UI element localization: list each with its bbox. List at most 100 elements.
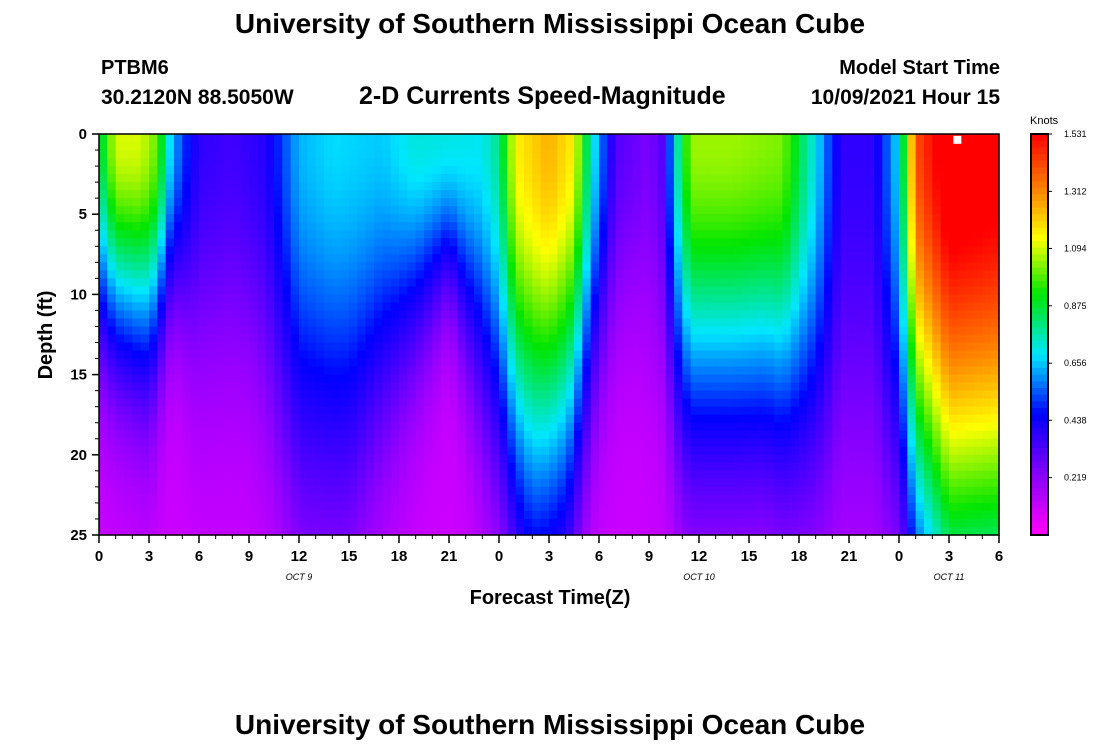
heatmap-cell xyxy=(349,446,358,456)
heatmap-cell xyxy=(890,270,900,279)
heatmap-cell xyxy=(165,518,175,528)
heatmap-cell xyxy=(590,462,600,472)
heatmap-cell xyxy=(424,430,433,440)
heatmap-cell xyxy=(115,374,125,384)
heatmap-cell xyxy=(215,230,225,239)
heatmap-cell xyxy=(907,302,917,312)
heatmap-cell xyxy=(849,214,858,223)
heatmap-cell xyxy=(199,350,208,360)
heatmap-cell xyxy=(749,526,758,536)
heatmap-cell xyxy=(507,350,517,360)
heatmap-cell xyxy=(807,494,817,504)
heatmap-cell xyxy=(640,294,650,304)
heatmap-cell xyxy=(249,182,258,191)
heatmap-cell xyxy=(774,326,783,336)
heatmap-cell xyxy=(190,438,200,448)
heatmap-cell xyxy=(582,134,592,143)
heatmap-cell xyxy=(740,382,750,392)
heatmap-cell xyxy=(207,502,217,512)
heatmap-cell xyxy=(182,134,192,143)
heatmap-cell xyxy=(840,390,850,400)
heatmap-cell xyxy=(574,478,583,488)
heatmap-cell xyxy=(274,302,283,312)
heatmap-cell xyxy=(115,382,125,392)
heatmap-cell xyxy=(374,190,383,199)
heatmap-cell xyxy=(474,286,483,295)
heatmap-cell xyxy=(590,182,600,191)
heatmap-cell xyxy=(757,222,767,231)
heatmap-cell xyxy=(407,382,417,392)
heatmap-cell xyxy=(474,502,483,512)
heatmap-cell xyxy=(107,366,117,376)
heatmap-cell xyxy=(557,430,567,440)
heatmap-cell xyxy=(274,254,283,263)
heatmap-cell xyxy=(340,182,350,191)
heatmap-cell xyxy=(640,470,650,480)
heatmap-cell xyxy=(182,454,192,464)
heatmap-cell xyxy=(832,430,842,440)
heatmap-cell xyxy=(857,278,867,287)
heatmap-cell xyxy=(915,430,925,440)
heatmap-cell xyxy=(349,486,358,496)
heatmap-cell xyxy=(815,262,825,271)
heatmap-cell xyxy=(332,134,342,143)
heatmap-cell xyxy=(640,318,650,328)
heatmap-cell xyxy=(465,502,475,512)
heatmap-cell xyxy=(382,438,392,448)
heatmap-cell xyxy=(799,246,808,255)
heatmap-cell xyxy=(140,494,150,504)
heatmap-cell xyxy=(832,486,842,496)
heatmap-cell xyxy=(682,278,692,287)
heatmap-cell xyxy=(849,382,858,392)
heatmap-cell xyxy=(382,214,392,223)
heatmap-cell xyxy=(899,518,908,528)
heatmap-cell xyxy=(857,254,867,263)
heatmap-cell xyxy=(507,206,517,215)
heatmap-cell xyxy=(465,342,475,352)
heatmap-cell xyxy=(599,278,608,287)
heatmap-cell xyxy=(199,454,208,464)
heatmap-cell xyxy=(624,294,633,304)
heatmap-cell xyxy=(749,350,758,360)
heatmap-cell xyxy=(874,470,883,480)
heatmap-cell xyxy=(574,438,583,448)
heatmap-cell xyxy=(249,198,258,207)
heatmap-cell xyxy=(124,198,133,207)
heatmap-cell xyxy=(174,230,183,239)
heatmap-cell xyxy=(382,270,392,279)
heatmap-cell xyxy=(507,150,517,159)
heatmap-cell xyxy=(524,494,533,504)
heatmap-cell xyxy=(582,486,592,496)
heatmap-cell xyxy=(890,158,900,167)
heatmap-cell xyxy=(699,142,708,151)
heatmap-cell xyxy=(649,486,658,496)
heatmap-cell xyxy=(207,286,217,295)
heatmap-cell xyxy=(699,366,708,376)
heatmap-cell xyxy=(257,526,267,536)
heatmap-cell xyxy=(349,342,358,352)
heatmap-cell xyxy=(290,142,300,151)
heatmap-cell xyxy=(115,454,125,464)
heatmap-cell xyxy=(649,470,658,480)
footer-title: University of Southern Mississippi Ocean… xyxy=(234,709,866,740)
heatmap-cell xyxy=(165,486,175,496)
heatmap-cell xyxy=(657,398,667,408)
heatmap-cell xyxy=(124,214,133,223)
heatmap-cell xyxy=(857,230,867,239)
heatmap-cell xyxy=(907,502,917,512)
heatmap-cell xyxy=(415,158,425,167)
heatmap-cell xyxy=(432,198,442,207)
heatmap-cell xyxy=(699,150,708,159)
heatmap-cell xyxy=(890,406,900,416)
heatmap-cell xyxy=(365,342,375,352)
heatmap-cell xyxy=(724,206,733,215)
heatmap-cell xyxy=(799,486,808,496)
heatmap-cell xyxy=(407,286,417,295)
heatmap-cell xyxy=(265,502,275,512)
heatmap-cell xyxy=(190,310,200,320)
heatmap-cell xyxy=(599,430,608,440)
heatmap-cell xyxy=(240,334,250,344)
heatmap-cell xyxy=(124,302,133,312)
heatmap-cell xyxy=(249,350,258,360)
heatmap-cell xyxy=(507,174,517,183)
